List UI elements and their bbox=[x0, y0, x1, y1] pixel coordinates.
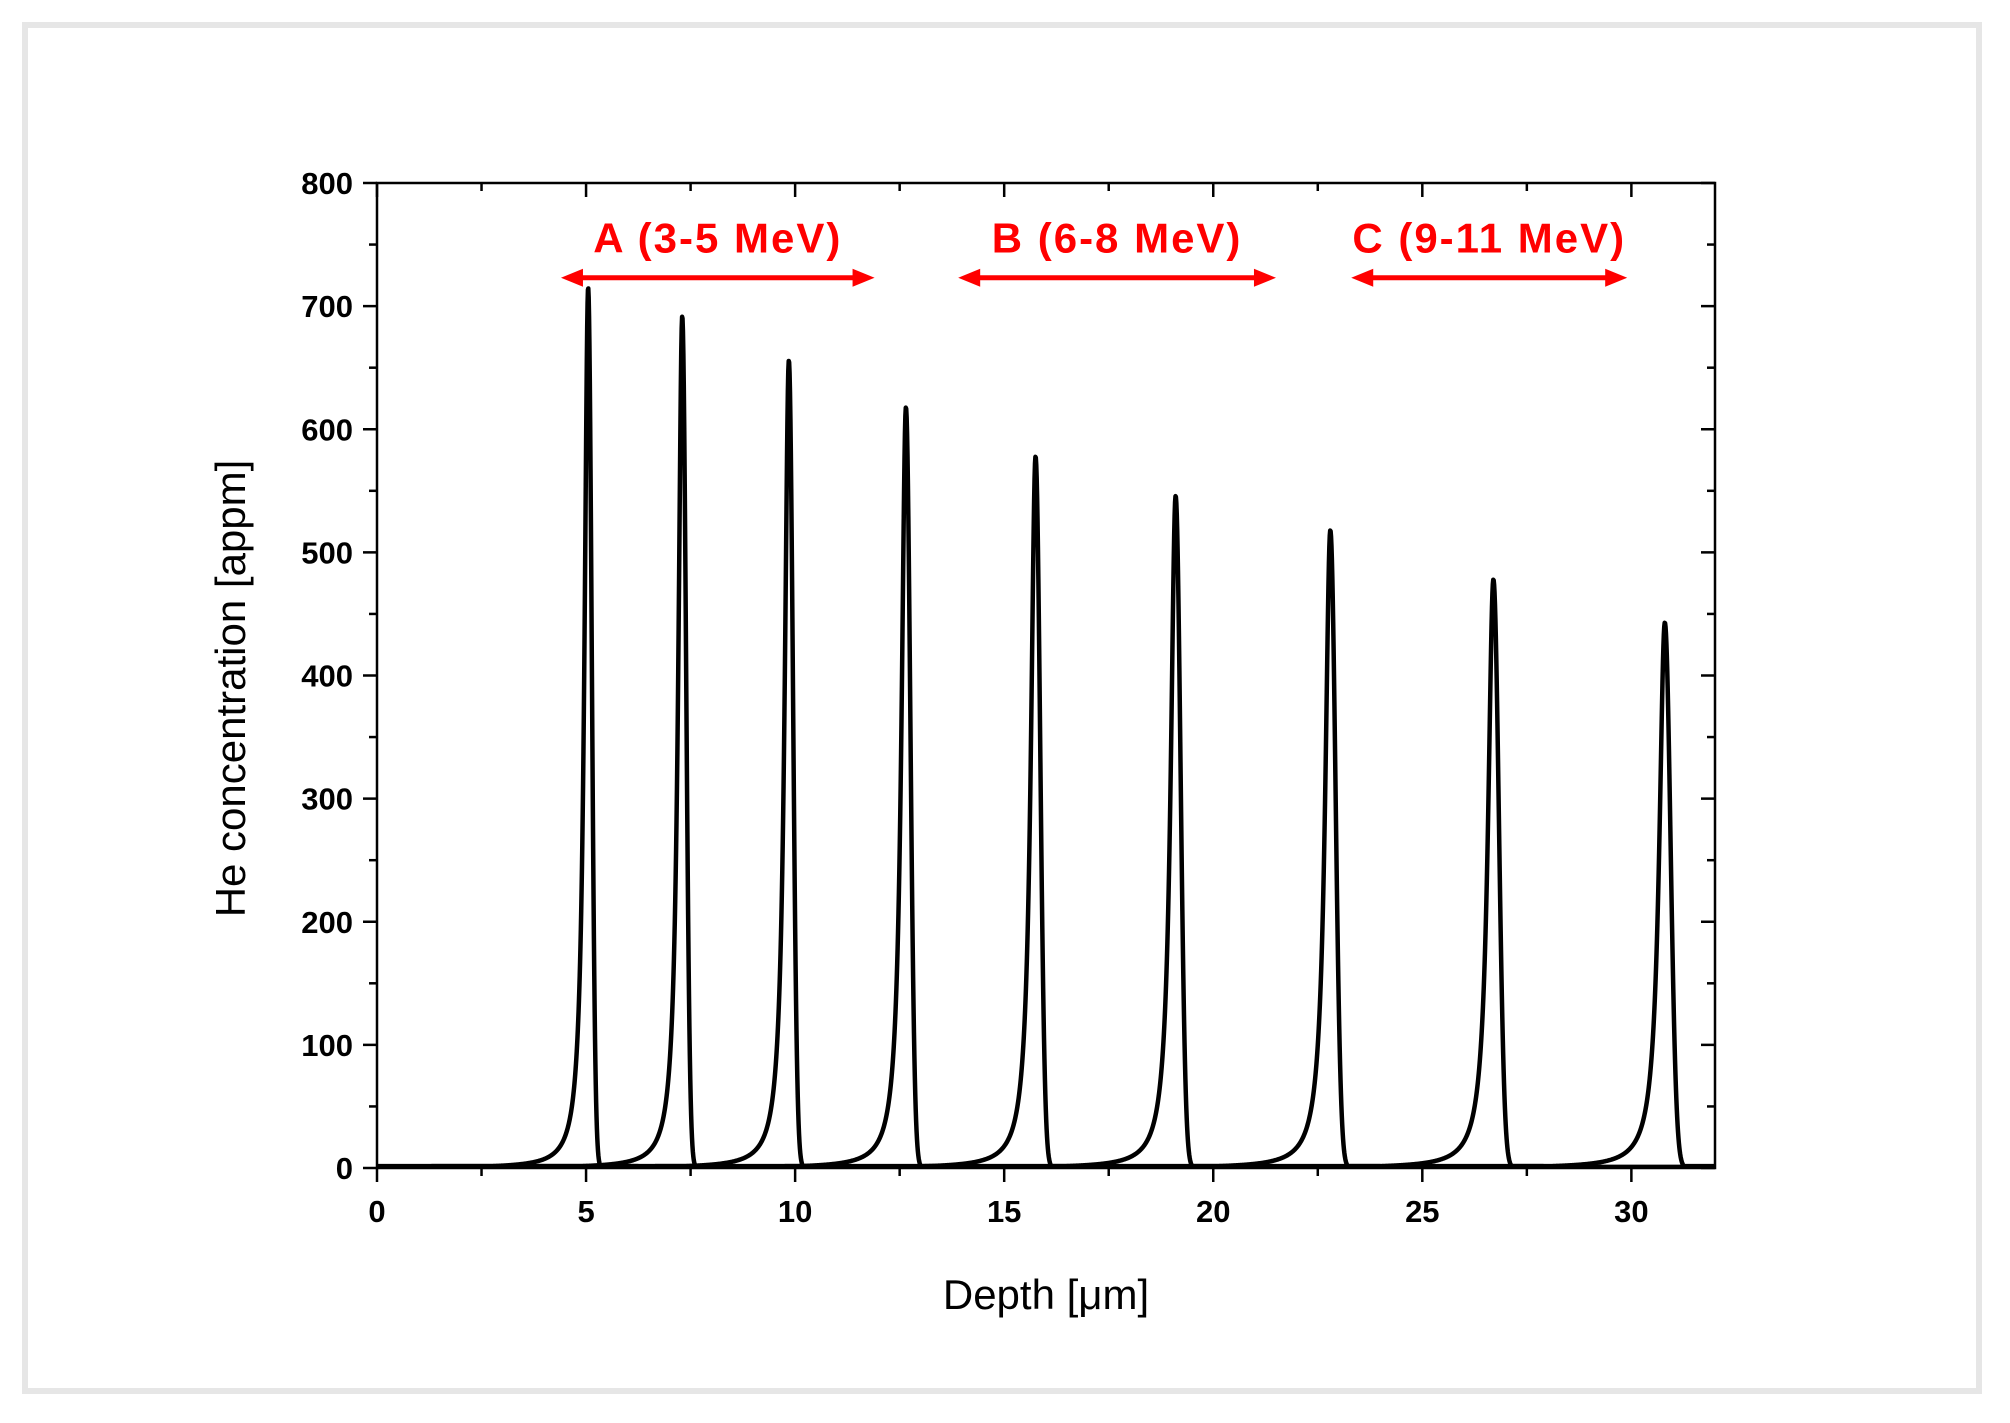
series-line-peak-5 bbox=[782, 454, 1088, 1169]
x-tick-label: 20 bbox=[1196, 1194, 1230, 1229]
series-line-peak-7 bbox=[1077, 528, 1383, 1169]
series-line-peak-6 bbox=[922, 493, 1228, 1169]
series-line-peak-8 bbox=[1240, 577, 1546, 1169]
y-tick-label: 700 bbox=[301, 289, 353, 324]
y-tick-label: 300 bbox=[301, 782, 353, 817]
series-line-peak-9 bbox=[1412, 620, 1717, 1169]
range-arrow-left-head bbox=[958, 268, 981, 287]
range-arrow-left-head bbox=[560, 268, 583, 287]
y-axis-title: He concentration [appm] bbox=[207, 460, 254, 918]
energy-range-annotation: B (6-8 MeV) bbox=[958, 214, 1276, 287]
x-tick-label: 10 bbox=[778, 1194, 812, 1229]
x-tick-label: 15 bbox=[987, 1194, 1021, 1229]
series-line-peak-1 bbox=[375, 286, 641, 1169]
x-tick-label: 5 bbox=[577, 1194, 594, 1229]
x-tick-label: 0 bbox=[368, 1194, 385, 1229]
x-tick-label: 25 bbox=[1405, 1194, 1439, 1229]
energy-range-annotation: A (3-5 MeV) bbox=[560, 214, 875, 287]
range-arrow-right-head bbox=[1605, 268, 1628, 287]
series-line-peak-4 bbox=[653, 405, 958, 1169]
series-layer bbox=[375, 286, 1717, 1169]
range-arrow-right-head bbox=[852, 268, 875, 287]
range-label: C (9-11 MeV) bbox=[1352, 214, 1626, 261]
x-axis-title: Depth [μm] bbox=[943, 1271, 1149, 1318]
range-arrow-left-head bbox=[1351, 268, 1374, 287]
y-tick-label: 800 bbox=[301, 166, 353, 201]
x-tick-label: 30 bbox=[1614, 1194, 1648, 1229]
y-tick-label: 200 bbox=[301, 905, 353, 940]
energy-range-annotation: C (9-11 MeV) bbox=[1351, 214, 1628, 287]
y-tick-label: 0 bbox=[336, 1151, 353, 1186]
y-tick-label: 600 bbox=[301, 412, 353, 447]
y-tick-label: 400 bbox=[301, 659, 353, 694]
range-label: A (3-5 MeV) bbox=[593, 214, 842, 261]
range-label: B (6-8 MeV) bbox=[992, 214, 1243, 261]
y-tick-label: 500 bbox=[301, 535, 353, 570]
range-arrow-right-head bbox=[1253, 268, 1276, 287]
y-tick-label: 100 bbox=[301, 1028, 353, 1063]
annotations: A (3-5 MeV) B (6-8 MeV) C (9-11 MeV) bbox=[560, 214, 1628, 287]
